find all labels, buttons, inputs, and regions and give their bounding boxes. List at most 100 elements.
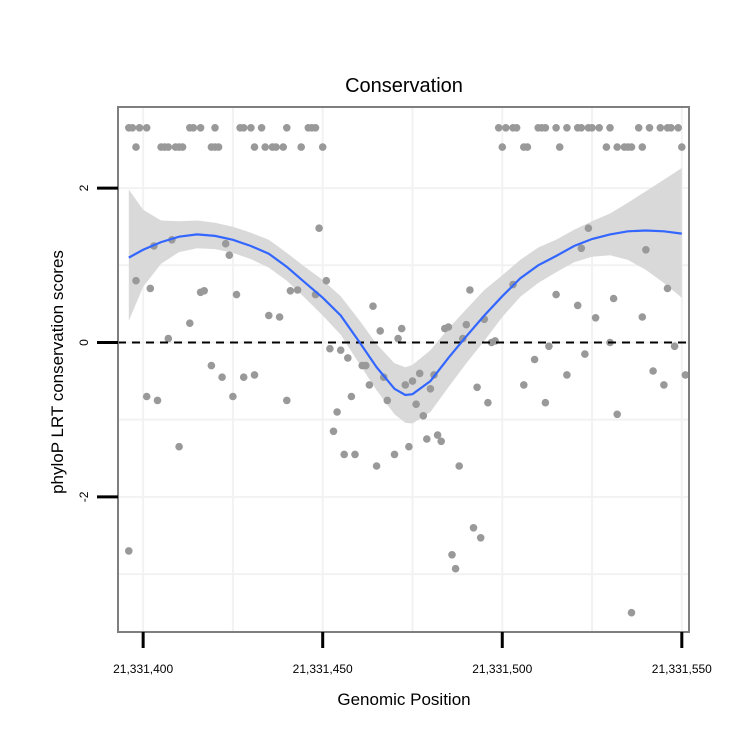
data-point: [634, 124, 643, 132]
data-point: [545, 342, 553, 351]
data-point: [473, 383, 481, 392]
y-tick-label: 2: [77, 184, 91, 191]
chart-title: Conservation: [345, 75, 463, 97]
data-point: [408, 377, 417, 385]
data-point: [433, 431, 442, 439]
data-point: [674, 124, 682, 132]
data-point: [347, 392, 356, 401]
data-point: [218, 373, 226, 382]
data-point: [520, 381, 528, 389]
data-point: [581, 350, 589, 358]
y-axis: -2 0 2: [77, 184, 118, 502]
data-point: [649, 367, 657, 375]
data-point: [369, 302, 377, 311]
data-point: [642, 246, 650, 254]
data-point: [555, 143, 564, 151]
data-point: [257, 124, 266, 132]
data-point: [670, 342, 679, 351]
data-point: [663, 284, 672, 293]
data-point: [419, 412, 428, 420]
data-point: [591, 314, 600, 322]
data-point: [451, 564, 460, 573]
data-point: [667, 124, 675, 132]
data-point: [135, 124, 144, 132]
data-point: [523, 143, 532, 151]
data-point: [340, 450, 349, 459]
data-point: [552, 290, 560, 299]
data-point: [469, 524, 478, 532]
data-point: [412, 400, 420, 409]
data-point: [552, 124, 560, 132]
data-point: [261, 143, 270, 151]
data-point: [157, 143, 165, 151]
data-point: [645, 124, 654, 132]
data-point: [502, 124, 510, 132]
data-point: [656, 124, 665, 132]
data-point: [448, 551, 456, 559]
data-point: [225, 251, 234, 259]
data-point: [563, 371, 571, 379]
x-tick-label: 21,331,450: [293, 662, 353, 676]
data-point: [584, 224, 593, 232]
data-point: [125, 547, 133, 555]
data-point: [638, 313, 647, 321]
data-point: [175, 442, 183, 451]
data-point: [132, 143, 140, 151]
data-point: [466, 286, 474, 294]
data-point: [164, 334, 173, 343]
data-point: [214, 143, 223, 151]
data-point: [283, 396, 291, 405]
data-point: [128, 124, 137, 132]
data-point: [250, 371, 259, 379]
data-point: [423, 435, 431, 443]
data-point: [530, 355, 539, 364]
data-point: [211, 124, 219, 132]
data-point: [397, 324, 406, 333]
data-point: [437, 437, 446, 446]
data-point: [613, 410, 621, 419]
data-point: [455, 462, 464, 470]
data-point: [595, 124, 603, 132]
data-point: [681, 371, 690, 379]
data-point: [609, 294, 618, 303]
data-point: [602, 143, 611, 151]
confidence-ribbon: [128, 168, 682, 424]
panel-border: [117, 106, 690, 633]
x-tick-label: 21,331,550: [652, 662, 712, 676]
data-point: [606, 124, 614, 132]
y-axis-label: phyloP LRT conservation scores: [48, 250, 67, 494]
data-point: [678, 143, 686, 151]
data-point: [329, 427, 338, 436]
data-point: [401, 381, 410, 389]
data-point: [142, 124, 151, 132]
data-point: [279, 143, 288, 151]
data-point: [365, 381, 374, 389]
scatter-points: [125, 124, 690, 617]
data-point: [613, 143, 621, 151]
data-point: [362, 361, 370, 370]
data-point: [293, 286, 302, 294]
data-point: [153, 396, 162, 405]
data-point: [221, 239, 230, 248]
data-point: [207, 361, 216, 370]
confidence-ribbon-layer: [128, 168, 682, 424]
data-point: [491, 337, 499, 345]
data-point: [588, 124, 596, 132]
data-point: [383, 396, 392, 405]
data-point: [336, 346, 345, 355]
data-point: [498, 143, 507, 151]
data-point: [541, 398, 550, 407]
data-point: [283, 124, 291, 132]
data-point: [415, 369, 424, 378]
data-point: [394, 334, 402, 343]
data-point: [189, 124, 198, 132]
data-point: [239, 373, 248, 382]
data-point: [239, 124, 248, 132]
data-point: [627, 608, 636, 617]
x-tick-label: 21,331,500: [472, 662, 532, 676]
smooth-trend-line: [128, 229, 682, 397]
data-point: [311, 124, 320, 132]
data-point: [322, 276, 331, 285]
data-point: [627, 143, 636, 151]
data-point: [178, 143, 187, 151]
